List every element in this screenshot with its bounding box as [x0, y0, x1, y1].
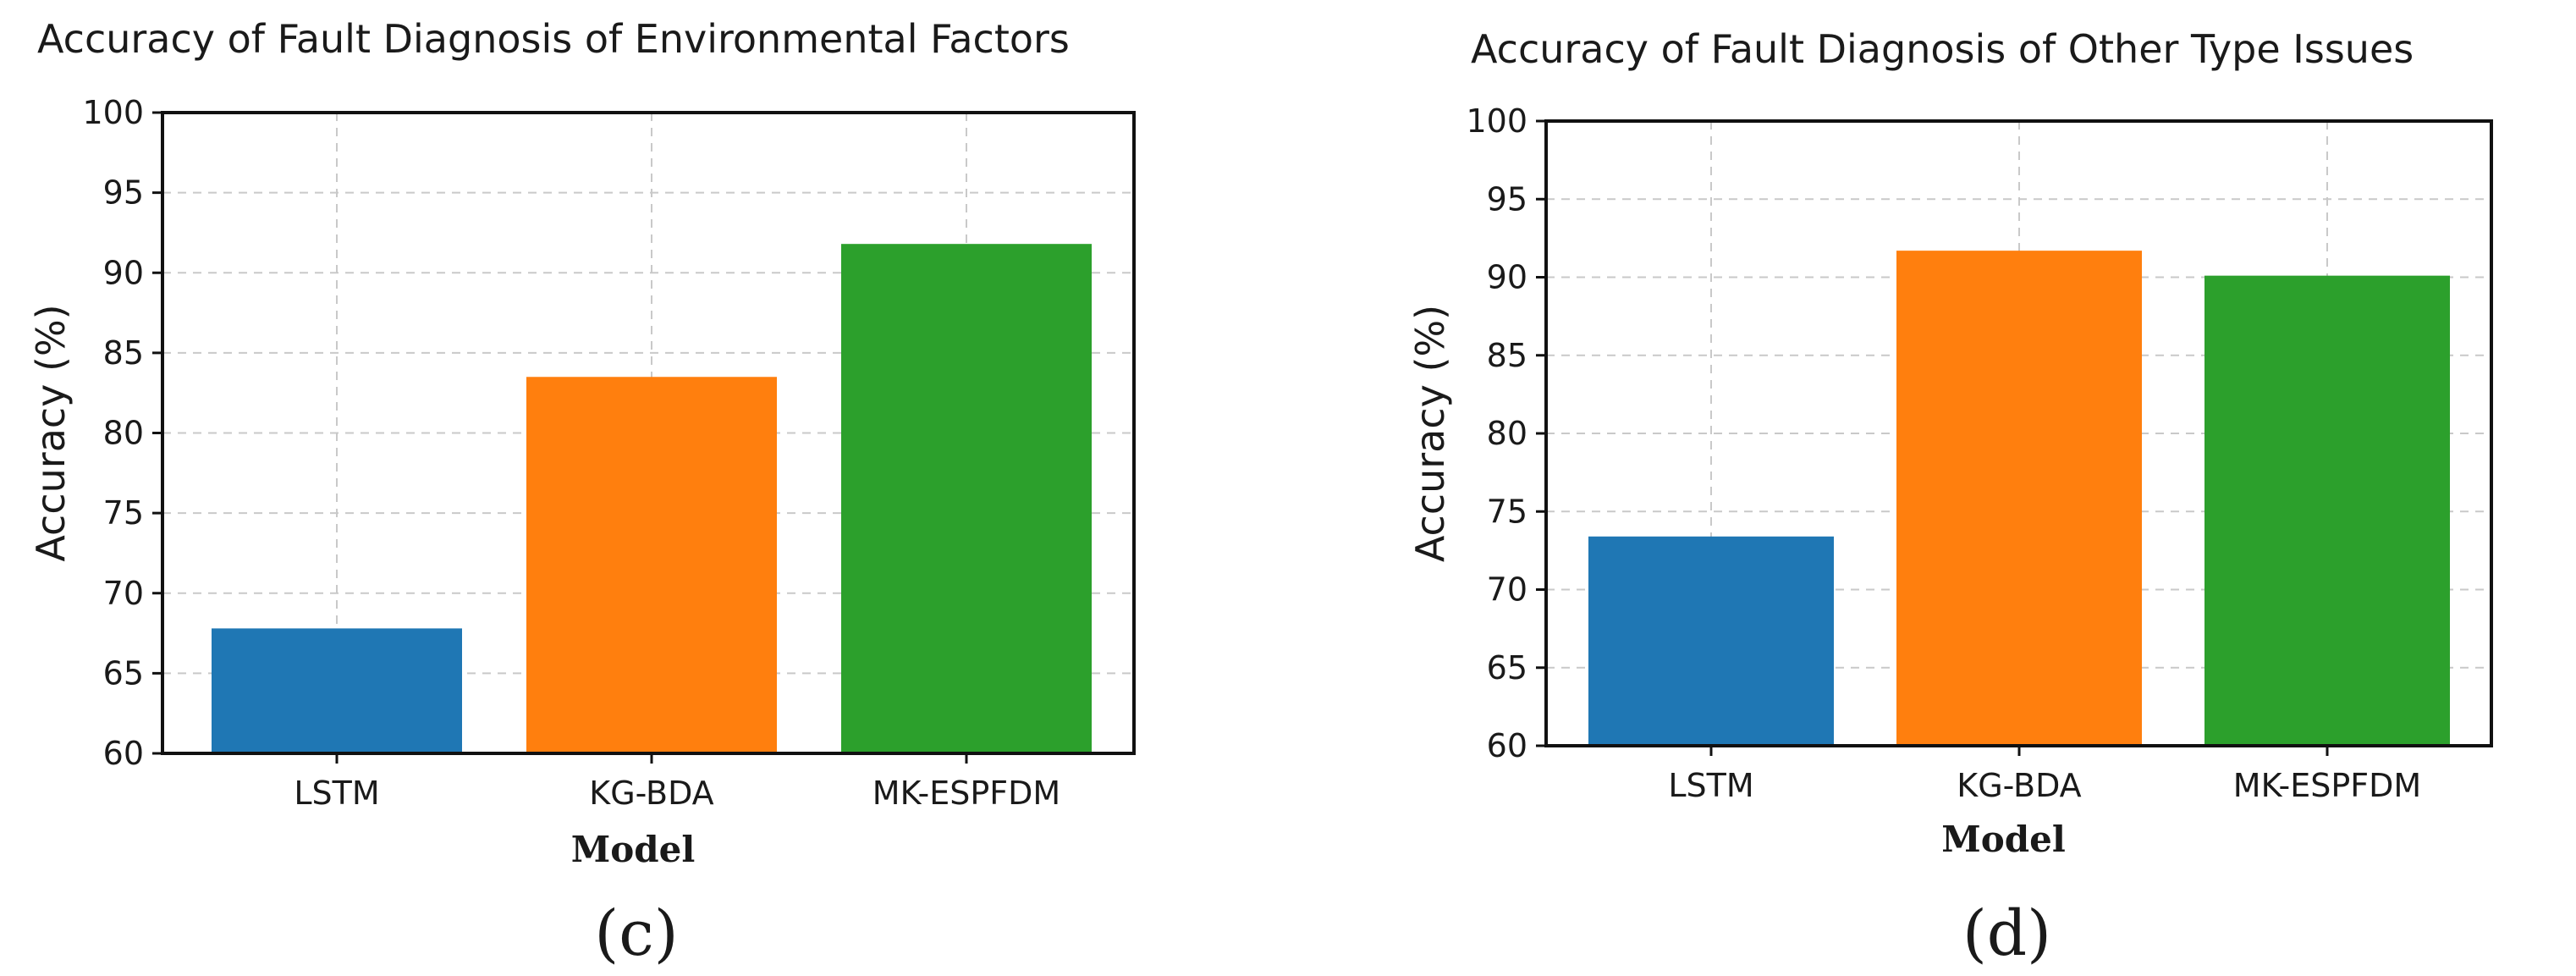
bars — [212, 244, 1092, 753]
x-axis-label: Model — [571, 829, 696, 870]
y-tick-label: 95 — [103, 174, 144, 212]
y-tick-label: 65 — [103, 654, 144, 692]
x-tick-label: LSTM — [294, 775, 379, 812]
x-tick-label: KG-BDA — [589, 775, 713, 812]
x-tick-label: LSTM — [1668, 767, 1753, 804]
y-tick-label: 60 — [103, 735, 144, 772]
y-tick-label: 75 — [103, 494, 144, 532]
x-tick-label: KG-BDA — [1957, 767, 2081, 804]
y-tick-label: 100 — [82, 94, 144, 131]
y-tick-label: 80 — [1487, 415, 1527, 452]
y-tick-label: 95 — [1487, 180, 1527, 218]
x-tick-label: MK-ESPFDM — [872, 775, 1060, 812]
y-tick-label: 85 — [103, 334, 144, 372]
y-axis-label: Accuracy (%) — [1407, 305, 1453, 562]
panel-label: (d) — [1962, 897, 2051, 970]
x-ticks: LSTM KG-BDA MK-ESPFDM — [1668, 746, 2421, 804]
x-ticks: LSTM KG-BDA MK-ESPFDM — [294, 753, 1060, 812]
chart-other-type-issues: Accuracy of Fault Diagnosis of Other Typ… — [1407, 26, 2493, 970]
chart-environmental-factors: Accuracy of Fault Diagnosis of Environme… — [28, 16, 1136, 970]
y-tick-label: 80 — [103, 415, 144, 452]
y-axis-label: Accuracy (%) — [28, 304, 74, 561]
bar-mk-espfdm — [841, 244, 1092, 753]
panel-label: (c) — [594, 897, 678, 970]
x-tick-label: MK-ESPFDM — [2233, 767, 2421, 804]
bar-kg-bda — [526, 377, 777, 753]
y-tick-label: 65 — [1487, 649, 1527, 687]
y-tick-label: 90 — [103, 254, 144, 291]
bar-mk-espfdm — [2204, 275, 2450, 746]
bars — [1588, 251, 2450, 746]
y-ticks: 60 65 70 75 80 85 90 95 100 — [1466, 102, 1546, 764]
x-axis-label: Model — [1941, 819, 2066, 860]
y-tick-label: 75 — [1487, 493, 1527, 530]
bar-lstm — [212, 628, 462, 753]
bar-kg-bda — [1896, 251, 2142, 746]
y-tick-label: 85 — [1487, 337, 1527, 374]
y-tick-label: 100 — [1466, 102, 1527, 140]
y-tick-label: 70 — [1487, 571, 1527, 609]
y-tick-label: 90 — [1487, 259, 1527, 296]
y-ticks: 60 65 70 75 80 85 90 95 100 — [82, 94, 162, 772]
y-tick-label: 60 — [1487, 727, 1527, 764]
chart-title: Accuracy of Fault Diagnosis of Other Typ… — [1471, 26, 2414, 72]
y-tick-label: 70 — [103, 575, 144, 612]
chart-title: Accuracy of Fault Diagnosis of Environme… — [37, 16, 1070, 62]
bar-lstm — [1588, 536, 1834, 746]
